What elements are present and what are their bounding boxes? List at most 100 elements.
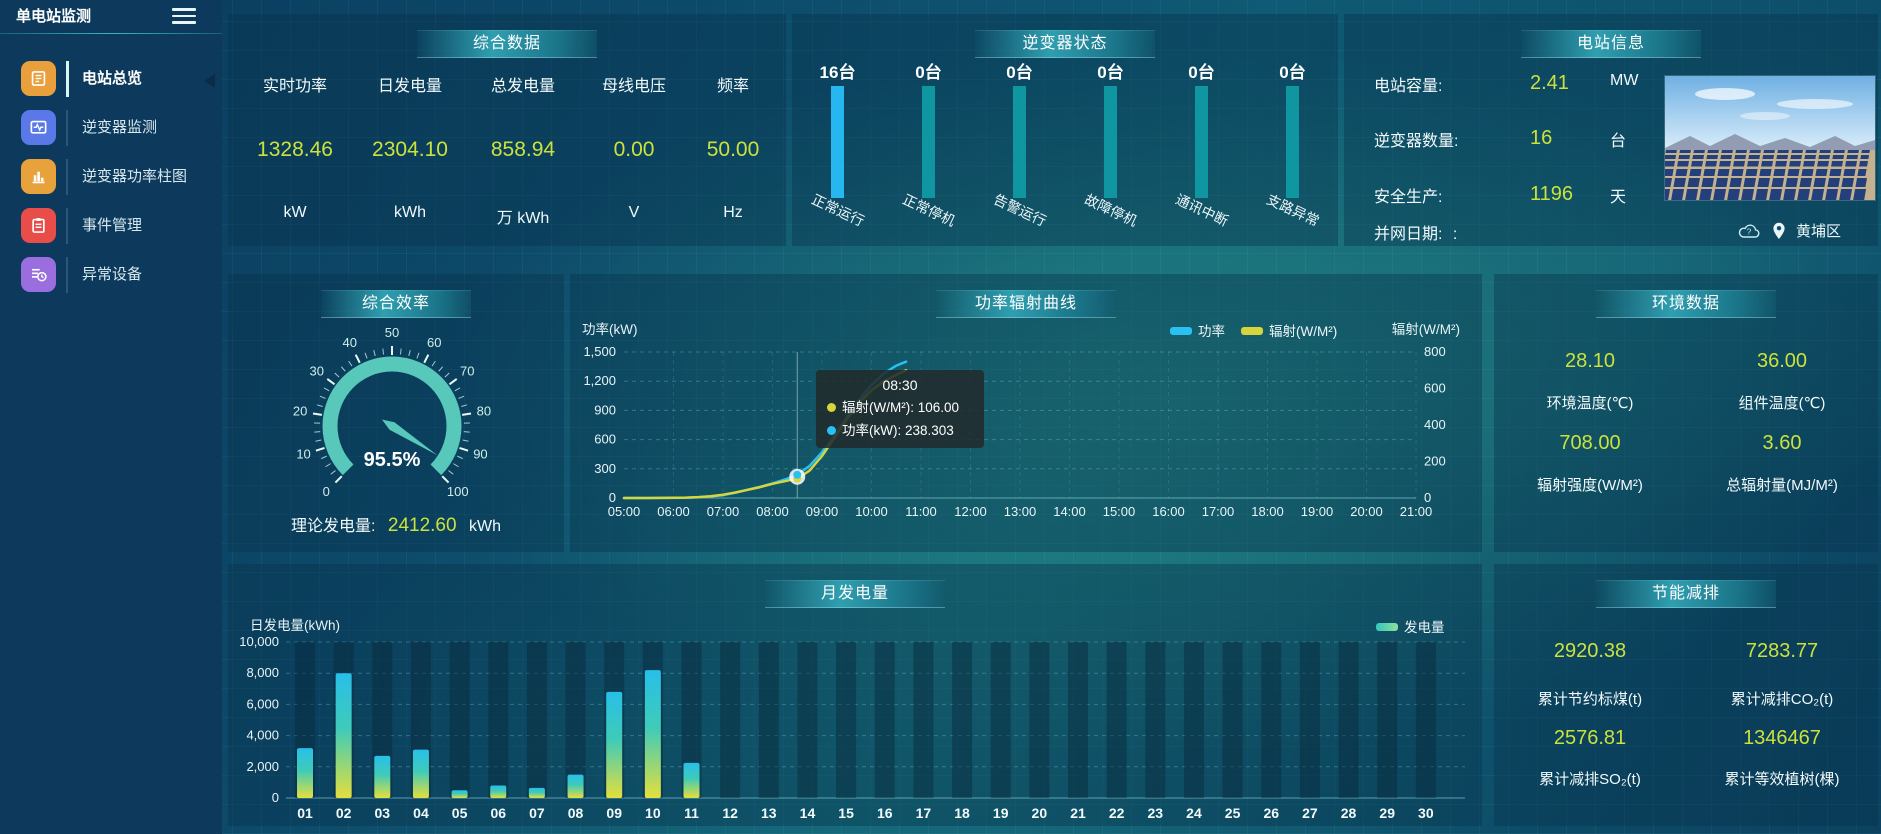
saving-metric-value-1: 7283.77 xyxy=(1745,640,1819,662)
svg-text:30: 30 xyxy=(310,363,324,378)
sidebar-item-inverter-monitor[interactable]: 逆变器监测 xyxy=(0,105,222,151)
sidebar-item-divider xyxy=(66,61,69,97)
panel-title-energy-saving: 节能减排 xyxy=(1596,580,1776,608)
theory-energy-label: 理论发电量: xyxy=(290,518,376,535)
sidebar: 单电站监测 电站总览逆变器监测逆变器功率柱图 事件管理异常设备 xyxy=(0,0,222,834)
sidebar-item-label: 逆变器功率柱图 xyxy=(82,168,188,185)
inverter-count: 0台 xyxy=(1188,63,1215,82)
saving-metric-label-1: 累计减排CO₂(t) xyxy=(1730,691,1834,708)
summary-metric-value: 1328.46 xyxy=(257,138,333,161)
station-row-label: 逆变器数量: xyxy=(1374,133,1459,150)
station-row-unit: 台 xyxy=(1610,133,1627,150)
panel-environment: 环境数据 28.10 环境温度(℃) 36.00 组件温度(℃) 708.00 辐射强度(… xyxy=(1494,274,1878,552)
legend-item-power[interactable]: 功率 xyxy=(1170,320,1225,340)
summary-metric-label: 母线电压 xyxy=(601,78,666,95)
svg-text:600: 600 xyxy=(594,432,616,447)
svg-text:16: 16 xyxy=(877,805,893,821)
panel-title-monthly: 月发电量 xyxy=(765,580,945,608)
svg-text:13:00: 13:00 xyxy=(1004,504,1037,519)
sidebar-item-label: 事件管理 xyxy=(82,217,143,234)
inverter-monitor-icon xyxy=(21,110,56,145)
sidebar-collapse-icon[interactable] xyxy=(204,74,215,88)
svg-text:18: 18 xyxy=(954,805,970,821)
grid-date-value: : xyxy=(1452,226,1458,243)
legend-item-radiation[interactable]: 辐射(W/M²) xyxy=(1241,320,1337,340)
svg-text:17:00: 17:00 xyxy=(1202,504,1235,519)
svg-text:29: 29 xyxy=(1379,805,1395,821)
svg-text:10: 10 xyxy=(296,447,310,462)
svg-text:1,200: 1,200 xyxy=(583,373,616,388)
inverter-bar xyxy=(1013,86,1026,198)
sidebar-item-divider xyxy=(66,110,68,146)
sidebar-item-abnormal[interactable]: 异常设备 xyxy=(0,252,222,298)
monthly-energy-chart[interactable]: 0 2,000 4,000 6,000 8,000 10,000 01 02 03 04 05 06 0… xyxy=(228,564,1482,826)
svg-text:08:00: 08:00 xyxy=(756,504,789,519)
event-icon xyxy=(21,208,56,243)
monthly-legend: 发电量 xyxy=(1376,616,1445,636)
svg-text:07:00: 07:00 xyxy=(707,504,740,519)
tooltip-series-dot xyxy=(827,426,836,435)
sidebar-item-power-bars[interactable]: 逆变器功率柱图 xyxy=(0,154,222,200)
saving-metric-value-3: 1346467 xyxy=(1743,727,1821,749)
svg-text:18:00: 18:00 xyxy=(1251,504,1284,519)
inverter-count: 0台 xyxy=(1279,63,1306,82)
power-radiation-chart[interactable]: 05:00 06:00 07:00 08:00 09:00 10:00 11:00 12:00… xyxy=(570,274,1482,552)
inverter-status-col-3: 0台 故障停机 xyxy=(1065,14,1156,246)
svg-text:80: 80 xyxy=(477,403,491,418)
inverter-bar xyxy=(1104,86,1117,198)
environment-metric-label-1: 组件温度(℃) xyxy=(1738,395,1826,412)
inverter-bar xyxy=(922,86,935,198)
svg-text:20: 20 xyxy=(293,403,307,418)
sidebar-item-overview[interactable]: 电站总览 xyxy=(0,56,222,102)
svg-text:60: 60 xyxy=(427,335,441,350)
svg-text:?: ? xyxy=(1747,228,1752,237)
inverter-status-col-0: 16台 正常运行 xyxy=(792,14,883,246)
location-pin-icon xyxy=(1773,222,1785,239)
environment-metric-value-3: 3.60 xyxy=(1762,432,1802,454)
svg-text:21:00: 21:00 xyxy=(1400,504,1433,519)
svg-text:09: 09 xyxy=(606,805,622,821)
inverter-status-col-1: 0台 正常停机 xyxy=(883,14,974,246)
svg-text:12: 12 xyxy=(722,805,738,821)
inverter-bar xyxy=(1195,86,1208,198)
svg-text:16:00: 16:00 xyxy=(1152,504,1185,519)
svg-text:27: 27 xyxy=(1302,805,1318,821)
svg-text:70: 70 xyxy=(460,363,474,378)
hamburger-menu-icon[interactable] xyxy=(172,8,196,26)
svg-text:22: 22 xyxy=(1109,805,1125,821)
sidebar-item-label: 逆变器监测 xyxy=(82,119,158,136)
summary-metric-label: 实时功率 xyxy=(262,78,327,95)
panel-title-summary: 综合数据 xyxy=(417,30,597,58)
sidebar-item-label: 电站总览 xyxy=(82,70,143,87)
station-row-value: 2.41 xyxy=(1530,72,1569,94)
svg-text:03: 03 xyxy=(375,805,391,821)
svg-text:07: 07 xyxy=(529,805,545,821)
efficiency-gauge[interactable]: 0 10 20 30 40 50 60 70 80 90 100 95.5% xyxy=(228,316,564,552)
svg-text:28: 28 xyxy=(1341,805,1357,821)
station-row-value: 16 xyxy=(1530,127,1553,149)
summary-metric-value: 50.00 xyxy=(706,138,760,161)
svg-text:11:00: 11:00 xyxy=(905,504,937,519)
panel-title-efficiency: 综合效率 xyxy=(321,290,471,318)
svg-text:20: 20 xyxy=(1032,805,1048,821)
weather-cloud-icon: ? xyxy=(1738,224,1760,238)
station-info-row-1: 逆变器数量: 16 台 xyxy=(1374,127,1626,153)
inverter-count: 0台 xyxy=(1097,63,1124,82)
svg-text:02: 02 xyxy=(336,805,352,821)
station-info-row-2: 安全生产: 1196 天 xyxy=(1374,183,1626,209)
sidebar-item-event[interactable]: 事件管理 xyxy=(0,203,222,249)
panel-power-curve: 功率辐射曲线 功率(kW) 辐射(W/M²) 功率 辐射(W/M²) 05:00… xyxy=(570,274,1482,552)
tooltip-rows: 辐射(W/M²): 106.00 功率(kW): 238.303 xyxy=(827,396,973,439)
svg-text:10:00: 10:00 xyxy=(855,504,888,519)
tooltip-series-dot xyxy=(827,403,836,412)
summary-metric-label: 日发电量 xyxy=(377,78,442,95)
legend-item-generation[interactable]: 发电量 xyxy=(1376,616,1445,636)
theory-energy-unit: kWh xyxy=(469,518,502,535)
app-title: 单电站监测 xyxy=(16,8,92,25)
panel-efficiency: 综合效率 0 10 20 30 40 50 60 70 80 90 100 95.5% 理论发电量: … xyxy=(228,274,564,552)
saving-metric-value-2: 2576.81 xyxy=(1553,727,1627,749)
svg-text:20:00: 20:00 xyxy=(1350,504,1383,519)
svg-text:04: 04 xyxy=(413,805,429,821)
sidebar-item-divider xyxy=(66,257,68,293)
summary-metric-unit: kWh xyxy=(394,204,426,221)
